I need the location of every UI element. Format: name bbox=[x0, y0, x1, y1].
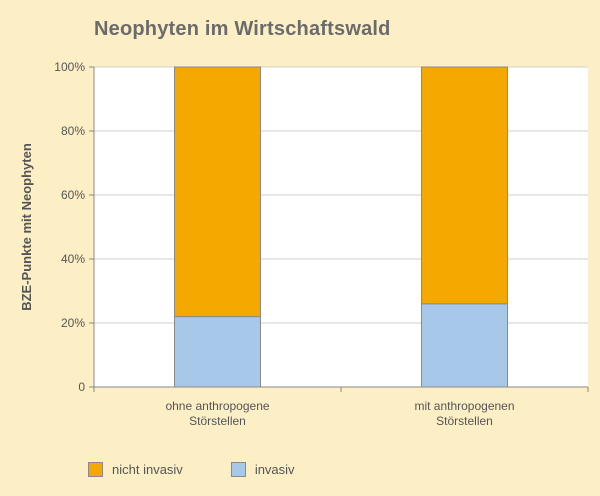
bar-segment bbox=[174, 316, 261, 388]
legend-swatch-invasiv bbox=[230, 462, 246, 477]
legend-swatch-nicht-invasiv bbox=[88, 462, 103, 477]
y-tick-label: 40% bbox=[61, 252, 85, 266]
bars bbox=[174, 66, 508, 388]
legend-label-nicht-invasiv: nicht invasiv bbox=[112, 462, 183, 477]
y-tick-label: 20% bbox=[61, 316, 85, 330]
x-category-label-line: mit anthropogenen bbox=[414, 399, 514, 413]
chart-title: Neophyten im Wirtschaftswald bbox=[94, 18, 391, 40]
legend: nicht invasiv invasiv bbox=[88, 462, 343, 477]
x-category-label-line: ohne anthropogene bbox=[165, 399, 269, 413]
y-tick-label: 60% bbox=[61, 188, 85, 202]
x-category-label: mit anthropogenen Störstellen bbox=[414, 399, 514, 428]
legend-item-nicht-invasiv: nicht invasiv bbox=[88, 462, 183, 477]
y-tick-label: 100% bbox=[54, 60, 85, 74]
y-axis-label: BZE-Punkte mit Neophyten bbox=[19, 143, 34, 311]
bar-segment bbox=[421, 303, 508, 388]
y-tick-label: 80% bbox=[61, 124, 85, 138]
plot-background bbox=[94, 67, 588, 387]
bar-segment bbox=[421, 66, 508, 305]
bar-segment bbox=[174, 66, 261, 318]
x-category-label-line: Störstellen bbox=[189, 414, 246, 428]
x-category-label-line: Störstellen bbox=[436, 414, 493, 428]
x-category-label: ohne anthropogene Störstellen bbox=[165, 399, 269, 428]
axes bbox=[93, 67, 589, 392]
legend-item-invasiv: invasiv bbox=[230, 462, 295, 477]
y-tick-labels: 0 20% 40% 60% 80% 100% bbox=[54, 60, 85, 394]
y-tick-label: 0 bbox=[78, 380, 85, 394]
legend-label-invasiv: invasiv bbox=[254, 462, 295, 477]
